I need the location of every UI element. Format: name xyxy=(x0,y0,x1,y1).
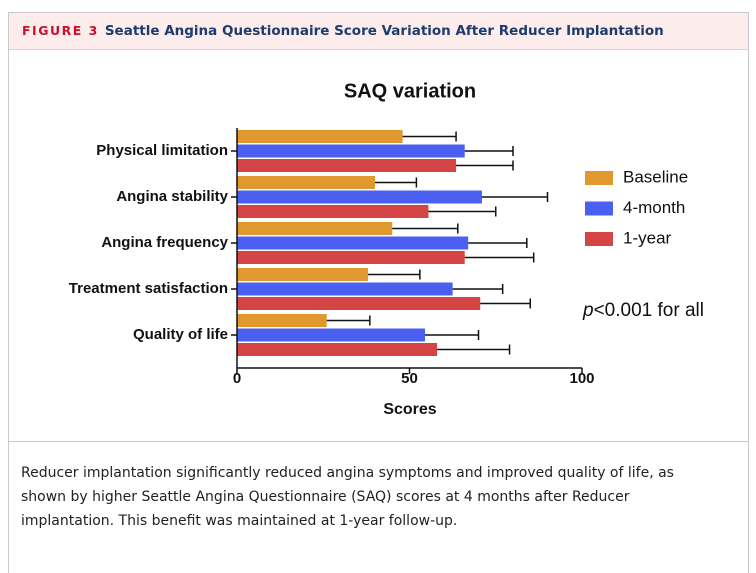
bar xyxy=(237,144,465,158)
bar xyxy=(237,314,327,327)
bar xyxy=(237,130,403,143)
chart-title: SAQ variation xyxy=(344,80,476,102)
figure-frame: FIGURE 3 Seattle Angina Questionnaire Sco… xyxy=(8,12,749,573)
legend-swatch xyxy=(585,201,613,216)
y-tick-label: Physical limitation xyxy=(96,142,228,159)
legend-swatch xyxy=(585,232,613,246)
separator xyxy=(9,441,748,442)
bar xyxy=(237,222,393,235)
legend-label: Baseline xyxy=(623,167,688,186)
bar xyxy=(237,205,429,218)
y-tick-label: Quality of life xyxy=(133,326,228,343)
bar xyxy=(237,236,469,250)
y-tick-label: Angina stability xyxy=(116,188,228,205)
x-axis-label: Scores xyxy=(383,401,436,418)
legend-label: 1-year xyxy=(623,228,672,247)
bar xyxy=(237,297,481,310)
annotation: p<0.001 for all xyxy=(582,300,704,321)
figure-header: FIGURE 3 Seattle Angina Questionnaire Sco… xyxy=(9,13,748,50)
bar xyxy=(237,251,465,264)
figure-label: FIGURE 3 xyxy=(22,23,99,38)
figure-title: Seattle Angina Questionnaire Score Varia… xyxy=(104,23,664,39)
annotation-text: <0.001 for all xyxy=(594,300,704,321)
y-tick-label: Treatment satisfaction xyxy=(69,280,228,297)
x-tick-label: 0 xyxy=(233,370,241,387)
caption: Reducer implantation significantly reduc… xyxy=(21,465,674,529)
legend-label: 4-month xyxy=(623,198,685,217)
bar xyxy=(237,268,369,281)
bar xyxy=(237,343,438,356)
bar xyxy=(237,190,482,204)
legend-swatch xyxy=(585,171,613,185)
annotation-italic: p xyxy=(582,300,594,321)
y-tick-label: Angina frequency xyxy=(101,234,228,251)
x-tick-label: 50 xyxy=(401,370,418,387)
chart: SAQ variation Scores p<0.001 for all Phy… xyxy=(69,80,704,418)
bar xyxy=(237,328,426,342)
bar xyxy=(237,159,457,172)
bar xyxy=(237,282,453,296)
x-tick-label: 100 xyxy=(569,370,594,387)
bar xyxy=(237,176,375,189)
